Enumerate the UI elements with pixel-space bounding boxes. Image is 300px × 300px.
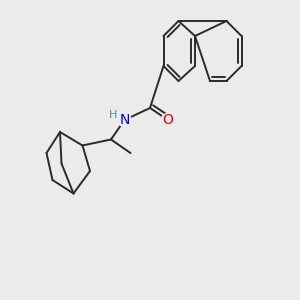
Circle shape xyxy=(118,113,131,127)
Text: O: O xyxy=(163,113,173,127)
Text: H: H xyxy=(109,110,118,120)
Circle shape xyxy=(161,113,175,127)
Text: N: N xyxy=(119,113,130,127)
Circle shape xyxy=(109,110,118,119)
